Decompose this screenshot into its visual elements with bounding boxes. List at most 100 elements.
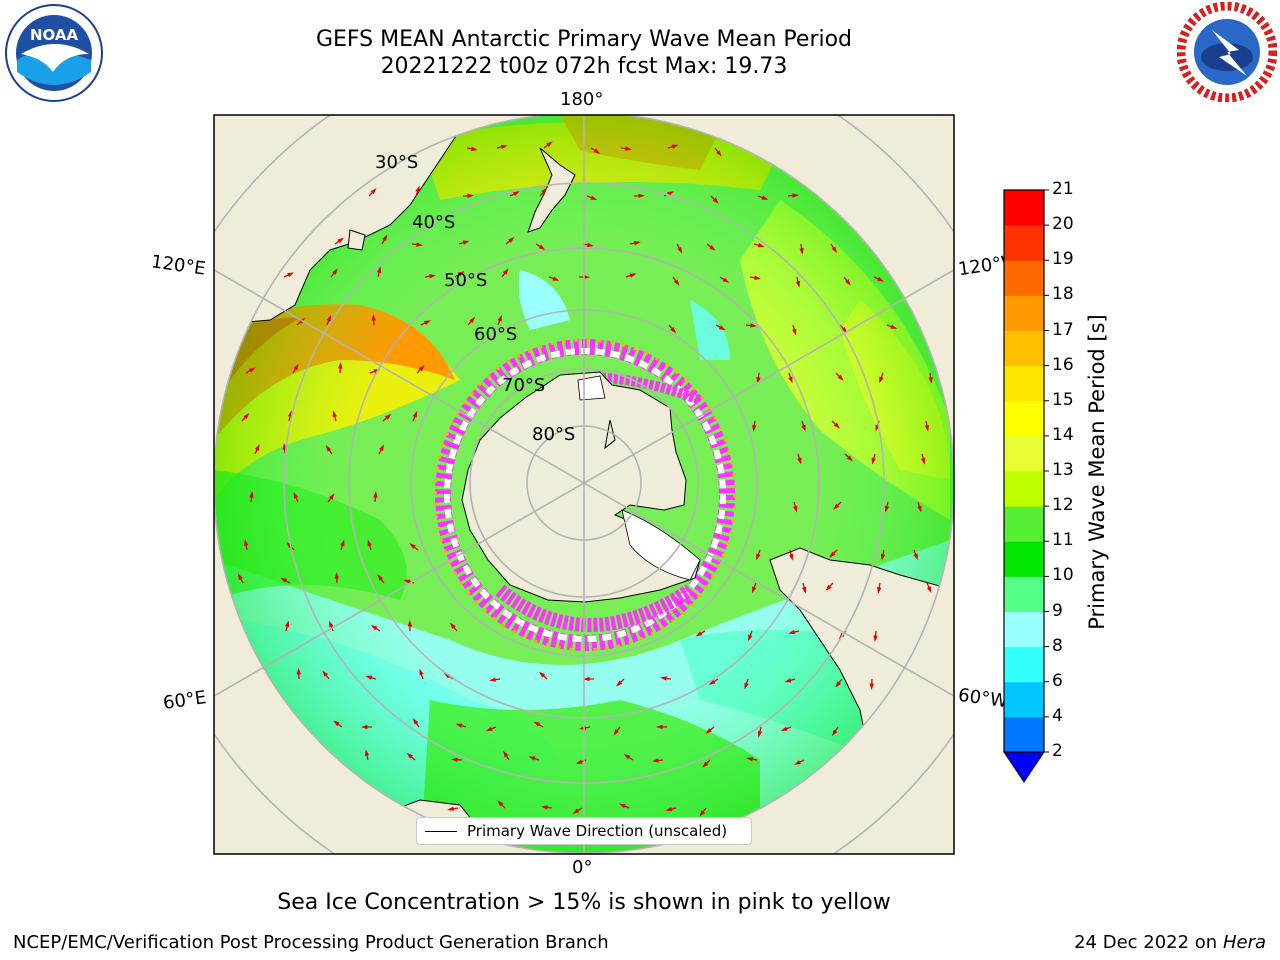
wave-direction-arrow — [746, 757, 758, 762]
wave-direction-arrow — [338, 362, 343, 374]
wave-direction-arrow — [873, 630, 878, 642]
wave-direction-arrow — [367, 539, 372, 551]
wave-direction-arrow — [364, 749, 370, 761]
colorbar-tick-label: 8 — [1052, 635, 1063, 656]
wave-direction-arrow — [583, 676, 595, 682]
wave-direction-arrow — [254, 444, 260, 455]
wave-direction-arrow — [244, 539, 249, 551]
wave-direction-arrow — [376, 266, 382, 278]
wave-direction-arrow — [497, 314, 502, 326]
wave-direction-arrow — [280, 577, 291, 584]
colorbar-band — [1004, 681, 1044, 718]
colorbar-band — [1004, 435, 1044, 472]
wave-direction-arrow — [668, 324, 677, 334]
wave-direction-arrow — [489, 677, 501, 682]
sea-ice-ring — [433, 338, 737, 652]
wave-direction-arrow — [454, 271, 465, 278]
noaa-logo: NOAA — [5, 4, 103, 102]
wave-direction-arrow — [832, 726, 839, 737]
wave-direction-arrow — [538, 671, 548, 680]
wave-direction-arrow — [543, 141, 553, 149]
wave-direction-arrow — [710, 195, 719, 204]
wave-direction-arrow — [245, 367, 256, 374]
colorbar-band — [1004, 190, 1044, 226]
wave-direction-arrow — [629, 241, 641, 246]
wave-direction-arrow — [788, 372, 793, 384]
wave-direction-arrow — [757, 726, 763, 738]
wave-direction-arrow — [616, 678, 625, 687]
colorbar-tick-label: 14 — [1052, 424, 1074, 445]
wave-direction-arrow — [656, 724, 668, 730]
wave-direction-arrow — [623, 754, 634, 761]
lat-label-70s: 70°S — [502, 375, 546, 396]
colorbar-band — [1004, 330, 1044, 367]
wave-direction-arrow — [381, 234, 388, 245]
wave-direction-arrow — [455, 723, 467, 728]
wave-direction-arrow — [749, 275, 761, 280]
wave-direction-arrow — [505, 237, 515, 245]
wave-direction-arrow — [407, 620, 413, 632]
wave-direction-arrow — [924, 420, 930, 432]
wave-direction-arrow — [699, 807, 707, 817]
wave-direction-arrow — [705, 726, 715, 734]
wave-direction-arrow — [496, 144, 508, 150]
wave-direction-arrow — [451, 757, 463, 762]
wave-direction-arrow — [327, 493, 335, 503]
wave-direction-arrow — [871, 453, 876, 465]
lat-label-30s: 30°S — [375, 152, 419, 173]
chart-subtitle: 20221222 t00z 072h fcst Max: 19.73 — [380, 54, 788, 79]
wave-direction-arrow — [844, 453, 854, 462]
wave-direction-arrow — [340, 539, 345, 551]
colorbar — [1003, 189, 1049, 783]
wave-direction-arrow — [789, 549, 794, 561]
footer-machine: Hera — [1222, 932, 1266, 953]
wave-direction-arrow — [373, 491, 378, 503]
colorbar-tick-label: 17 — [1052, 319, 1074, 340]
wave-direction-arrow — [416, 365, 425, 374]
wave-direction-arrow — [751, 582, 757, 594]
wave-direction-arrow — [613, 726, 621, 736]
wave-direction-arrow — [378, 444, 385, 455]
wave-direction-arrow — [757, 195, 769, 200]
colorbar-tick-label: 20 — [1052, 214, 1074, 235]
colorbar-band — [1004, 576, 1044, 612]
wave-direction-arrow — [792, 324, 797, 336]
colorbar-band — [1004, 716, 1044, 753]
wave-direction-arrow — [590, 147, 601, 154]
wave-direction-arrow — [917, 501, 922, 513]
nws-logo — [1177, 2, 1277, 102]
wave-direction-arrow — [332, 410, 337, 422]
wave-direction-arrow — [676, 243, 683, 254]
graticule — [214, 115, 954, 854]
wave-direction-arrow — [509, 191, 520, 197]
chart-title: GEFS MEAN Antarctic Primary Wave Mean Pe… — [315, 27, 853, 52]
wave-direction-arrow — [926, 582, 932, 594]
wave-direction-arrow — [382, 413, 392, 422]
wave-direction-arrow — [835, 678, 843, 688]
wave-direction-arrow — [753, 242, 765, 248]
map-frame — [213, 114, 955, 855]
wave-direction-arrow — [633, 193, 645, 199]
wave-direction-arrow — [719, 276, 730, 283]
colorbar-band — [1004, 260, 1044, 296]
colorbar-tick-label: 6 — [1052, 670, 1063, 691]
wave-direction-arrow — [237, 573, 244, 584]
colorbar-under-arrow — [1003, 751, 1045, 783]
colorbar-tick-label: 19 — [1052, 249, 1074, 270]
wave-direction-arrow — [873, 276, 884, 282]
wave-direction-arrow — [625, 273, 637, 278]
wave-direction-arrow — [533, 721, 544, 728]
wave-direction-arrow — [744, 678, 749, 690]
wave-direction-arrow — [284, 620, 290, 632]
colorbar-tick-label: 11 — [1052, 530, 1074, 551]
footer-date: 24 Dec 2022 on Hera — [1074, 932, 1266, 953]
footer-credit: NCEP/EMC/Verification Post Processing Pr… — [13, 932, 609, 953]
wave-direction-arrow — [334, 572, 339, 584]
wave-direction-arrow — [292, 363, 299, 374]
wave-direction-arrow — [572, 807, 583, 814]
colorbar-tick-label: 10 — [1052, 565, 1074, 586]
wave-direction-arrow — [501, 268, 509, 278]
legend-label: Primary Wave Direction (unscaled) — [467, 822, 728, 840]
wave-direction-arrow — [667, 144, 679, 149]
wave-direction-arrow — [913, 549, 918, 561]
